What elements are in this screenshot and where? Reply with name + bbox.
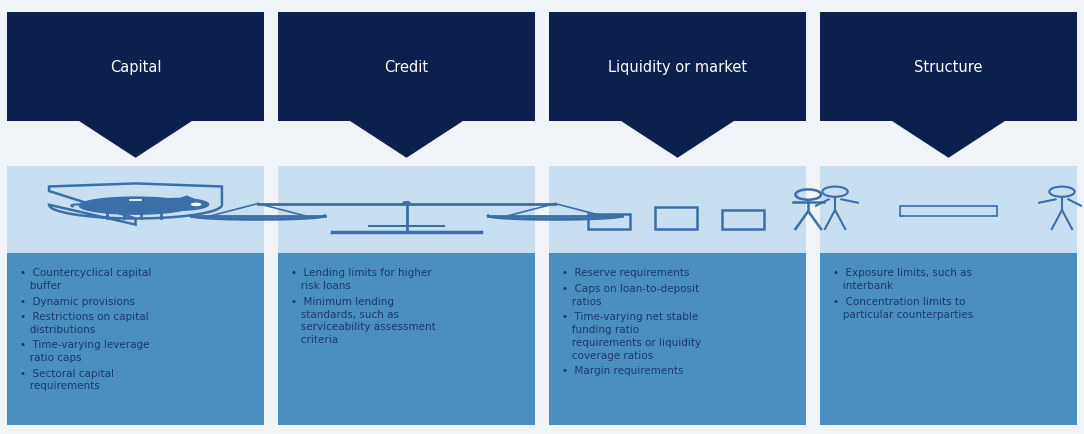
Text: •  Caps on loan-to-deposit: • Caps on loan-to-deposit — [562, 283, 698, 293]
Polygon shape — [175, 196, 196, 200]
Text: particular counterparties: particular counterparties — [833, 309, 972, 319]
Polygon shape — [146, 199, 208, 211]
Text: •  Lending limits for higher: • Lending limits for higher — [291, 268, 431, 278]
FancyBboxPatch shape — [278, 167, 535, 254]
Text: •  Exposure limits, such as: • Exposure limits, such as — [833, 268, 971, 278]
FancyBboxPatch shape — [7, 167, 264, 254]
Text: funding ratio: funding ratio — [562, 324, 638, 334]
Text: •  Minimum lending: • Minimum lending — [291, 296, 393, 306]
Text: •  Countercyclical capital: • Countercyclical capital — [20, 268, 151, 278]
FancyBboxPatch shape — [549, 167, 806, 254]
Polygon shape — [79, 197, 192, 215]
Circle shape — [190, 203, 202, 207]
Text: Credit: Credit — [385, 60, 428, 75]
Text: •  Reserve requirements: • Reserve requirements — [562, 268, 689, 278]
Text: ratio caps: ratio caps — [20, 352, 81, 362]
FancyBboxPatch shape — [7, 13, 264, 122]
Circle shape — [402, 201, 411, 205]
FancyBboxPatch shape — [549, 13, 806, 122]
Text: risk loans: risk loans — [291, 280, 350, 290]
Text: criteria: criteria — [291, 334, 337, 344]
FancyBboxPatch shape — [820, 254, 1077, 425]
Polygon shape — [621, 122, 734, 158]
Text: interbank: interbank — [833, 280, 892, 290]
Text: requirements or liquidity: requirements or liquidity — [562, 337, 700, 347]
FancyBboxPatch shape — [549, 254, 806, 425]
Text: standards, such as: standards, such as — [291, 309, 399, 319]
Text: ratios: ratios — [562, 296, 601, 306]
FancyBboxPatch shape — [278, 254, 535, 425]
Text: •  Dynamic provisions: • Dynamic provisions — [20, 296, 134, 306]
Polygon shape — [79, 122, 192, 158]
FancyBboxPatch shape — [7, 254, 264, 425]
Text: •  Restrictions on capital: • Restrictions on capital — [20, 311, 149, 321]
Text: •  Time-varying net stable: • Time-varying net stable — [562, 311, 698, 321]
Text: •  Concentration limits to: • Concentration limits to — [833, 296, 965, 306]
Text: •  Sectoral capital: • Sectoral capital — [20, 368, 114, 378]
FancyBboxPatch shape — [820, 13, 1077, 122]
Text: serviceability assessment: serviceability assessment — [291, 322, 436, 332]
Polygon shape — [350, 122, 463, 158]
Text: •  Margin requirements: • Margin requirements — [562, 365, 683, 375]
Text: Structure: Structure — [914, 60, 983, 75]
Polygon shape — [892, 122, 1005, 158]
Text: Capital: Capital — [109, 60, 162, 75]
Text: •  Time-varying leverage: • Time-varying leverage — [20, 339, 149, 349]
FancyBboxPatch shape — [278, 13, 535, 122]
Text: Liquidity or market: Liquidity or market — [608, 60, 747, 75]
Text: buffer: buffer — [20, 280, 61, 290]
FancyBboxPatch shape — [820, 167, 1077, 254]
Text: requirements: requirements — [20, 381, 100, 391]
Text: distributions: distributions — [20, 324, 94, 334]
Text: coverage ratios: coverage ratios — [562, 350, 653, 360]
